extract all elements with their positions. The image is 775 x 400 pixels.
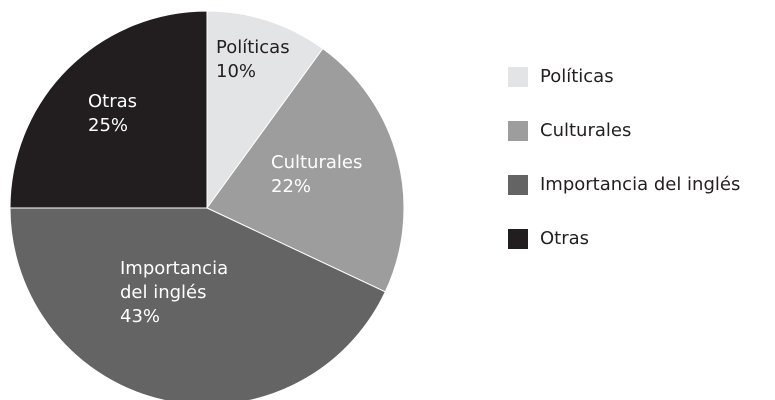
legend-swatch-culturales — [508, 120, 528, 141]
slice-name-label: Culturales — [271, 152, 362, 173]
slice-name-label: Importancia — [120, 258, 228, 279]
slice-name-label: del inglés — [120, 282, 207, 303]
pie-slice-importancia-del-ingles[interactable] — [9, 207, 386, 400]
slice-name-label: Otras — [88, 91, 137, 112]
slice-value-label: 22% — [271, 176, 311, 197]
legend-label-politicas: Políticas — [540, 66, 614, 87]
slice-name-label: Políticas — [216, 37, 290, 58]
legend-label-otras: Otras — [540, 228, 590, 249]
pie-slice-politicas[interactable] — [206, 10, 324, 210]
legend-item-culturales[interactable]: Culturales — [508, 117, 775, 144]
pie-slice-otras[interactable] — [9, 10, 208, 209]
slice-label-culturales: Culturales 22% — [271, 152, 362, 197]
legend-item-otras[interactable]: Otras — [508, 225, 775, 252]
pie-chart: Políticas 10% Culturales 22% Importancia del … — [9, 10, 405, 400]
legend-label-culturales: Culturales — [540, 120, 632, 141]
legend-item-politicas[interactable]: Políticas — [508, 63, 775, 90]
legend-swatch-importancia-del-ingles — [508, 174, 528, 195]
slice-value-label: 10% — [216, 61, 256, 82]
legend-item-importancia-del-ingles[interactable]: Importancia del inglés — [508, 171, 775, 198]
legend-label-importancia-del-ingles: Importancia del inglés — [540, 174, 741, 195]
legend-swatch-otras — [508, 228, 528, 249]
legend: Políticas Culturales Importancia del ing… — [508, 63, 775, 279]
slice-value-label: 25% — [88, 115, 128, 136]
slice-label-importancia-del-ingles: Importancia del inglés 43% — [120, 258, 228, 327]
legend-swatch-politicas — [508, 66, 528, 87]
slice-label-politicas: Políticas 10% — [216, 37, 290, 82]
slice-label-otras: Otras 25% — [88, 91, 137, 136]
slice-value-label: 43% — [120, 306, 160, 327]
